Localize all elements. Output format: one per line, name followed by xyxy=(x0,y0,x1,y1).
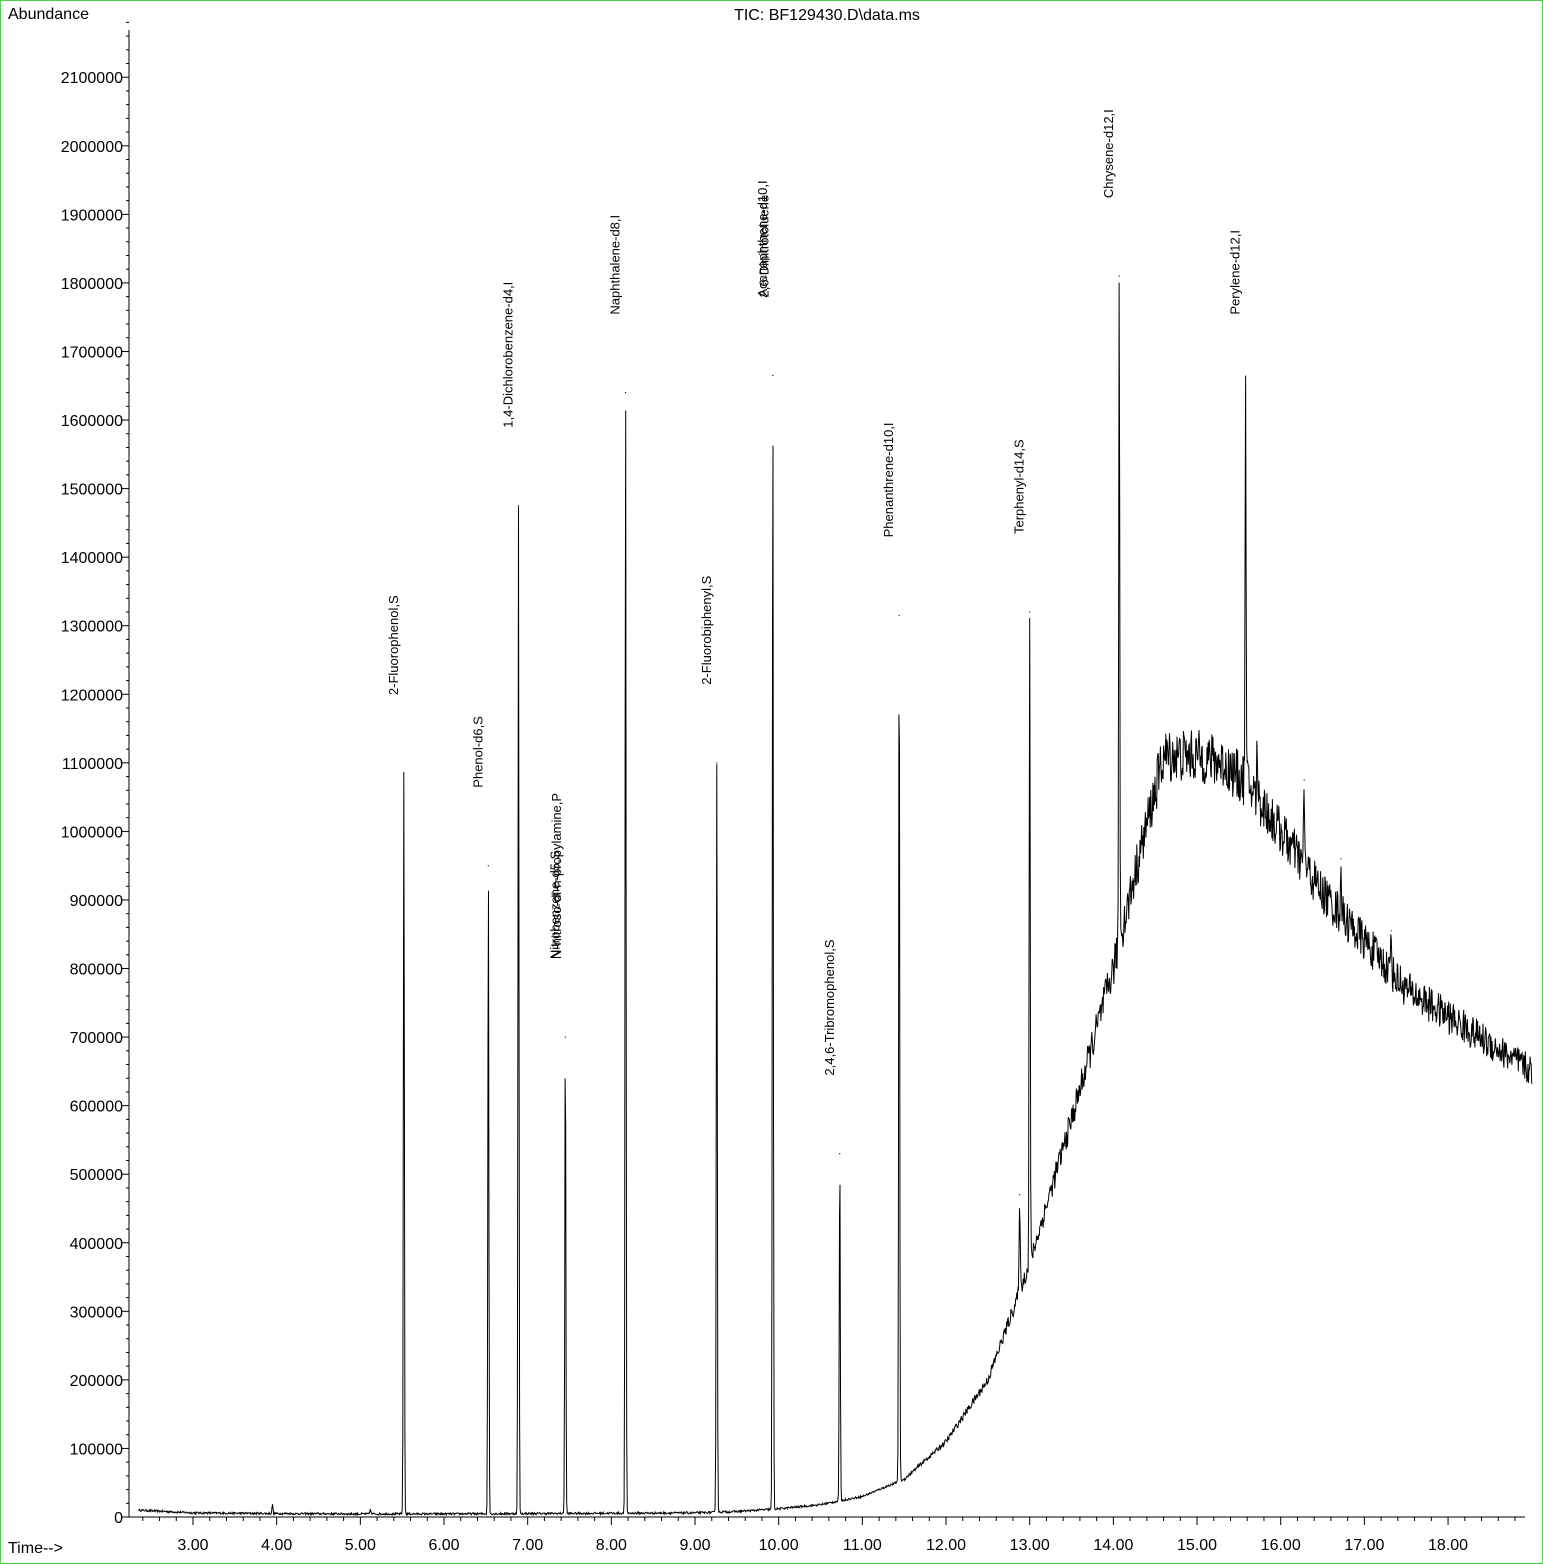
x-tick-label: 7.00 xyxy=(512,1537,543,1554)
axes: 0 100000 200000 300000 400000 500000 600000 700… xyxy=(61,21,1525,1554)
x-tick-label: 9.00 xyxy=(679,1537,710,1554)
peak-apex xyxy=(716,762,718,764)
peak-apex xyxy=(564,1036,566,1038)
peak-apex xyxy=(772,374,774,377)
peak-apex xyxy=(1029,611,1031,613)
x-tick-label: 17.00 xyxy=(1344,1537,1384,1554)
y-tick-label: 1800000 xyxy=(61,276,123,293)
x-tick-label: 12.00 xyxy=(926,1537,966,1554)
y-tick-label: 200000 xyxy=(70,1373,123,1390)
peak-label: 2-Fluorophenol,S xyxy=(386,595,401,695)
x-axis-label: Time--> xyxy=(8,1540,63,1557)
peak-apex xyxy=(403,772,405,774)
peak-label: Acenaphthene-d10,I xyxy=(755,180,770,297)
y-tick-label: 600000 xyxy=(70,1099,123,1116)
peak-apex xyxy=(369,1508,371,1511)
y-tick-label: 1000000 xyxy=(61,824,123,841)
y-tick-label: 1400000 xyxy=(61,550,123,567)
peak-label: 1,4-Dichlorobenzene-d4,I xyxy=(501,282,516,428)
peak-label: Nitrobenzene-d5,S xyxy=(547,850,562,959)
y-tick-label: 800000 xyxy=(70,962,123,979)
chart-title: TIC: BF129430.D\data.ms xyxy=(734,7,920,24)
x-tick-label: 14.00 xyxy=(1093,1537,1133,1554)
y-tick-label: 1900000 xyxy=(61,207,123,224)
x-tick-label: 18.00 xyxy=(1428,1537,1468,1554)
peak-label: 2,4,6-Tribromophenol,S xyxy=(822,939,837,1075)
x-tick-label: 6.00 xyxy=(428,1537,459,1554)
peak-apex xyxy=(1019,1194,1021,1196)
peak-label: 2,6-Dinitrotoluene xyxy=(757,195,772,298)
y-tick-label: 2000000 xyxy=(61,139,123,156)
y-axis-label: Abundance xyxy=(8,6,89,23)
peak-apex xyxy=(898,614,900,617)
peak-label: Phenanthrene-d10,I xyxy=(881,422,896,537)
peak-apex xyxy=(517,505,520,507)
y-tick-label: 400000 xyxy=(70,1236,123,1253)
peak-apex xyxy=(1390,930,1392,932)
tic-trace xyxy=(138,275,1533,1517)
y-tick-label: 1500000 xyxy=(61,482,123,499)
y-tick-label: 0 xyxy=(114,1510,123,1527)
y-tick-label: 1300000 xyxy=(61,619,123,636)
tic-line xyxy=(138,282,1533,1517)
peak-apex xyxy=(1340,858,1342,860)
peak-apex xyxy=(487,865,489,867)
x-tick-label: 4.00 xyxy=(261,1537,292,1554)
peak-label: Chrysene-d12,I xyxy=(1101,109,1116,198)
y-tick-label: 1700000 xyxy=(61,344,123,361)
y-tick-label: 1200000 xyxy=(61,687,123,704)
y-tick-label: 500000 xyxy=(70,1167,123,1184)
x-tick-label: 3.00 xyxy=(177,1537,208,1554)
x-tick-label: 16.00 xyxy=(1261,1537,1301,1554)
peak-apex xyxy=(1303,779,1305,781)
x-tick-label: 13.00 xyxy=(1010,1537,1050,1554)
peak-label: Naphthalene-d8,I xyxy=(608,215,623,315)
peak-apex xyxy=(271,1504,274,1506)
y-tick-label: 100000 xyxy=(70,1441,123,1458)
peak-apex xyxy=(1256,745,1258,747)
y-tick-label: 300000 xyxy=(70,1304,123,1321)
y-tick-label: 2100000 xyxy=(61,70,123,87)
x-tick-label: 11.00 xyxy=(843,1537,882,1554)
peak-apex xyxy=(624,392,627,394)
peak-label: Terphenyl-d14,S xyxy=(1012,439,1027,534)
peak-label: N-nitroso-di-n-propylamine,P xyxy=(549,793,564,959)
y-tick-label: 900000 xyxy=(70,893,123,910)
peak-apex xyxy=(839,1153,841,1155)
x-tick-label: 5.00 xyxy=(345,1537,376,1554)
x-tick-label: 10.00 xyxy=(759,1537,799,1554)
peak-labels: 2-Fluorophenol,S Phenol-d6,S 1,4-Dichlorob… xyxy=(386,109,1243,1075)
peak-label: Perylene-d12,I xyxy=(1228,230,1243,315)
peak-apex xyxy=(1118,275,1120,277)
y-tick-label: 700000 xyxy=(70,1030,123,1047)
peak-label: Phenol-d6,S xyxy=(470,716,485,788)
peak-apex xyxy=(1244,392,1247,394)
y-tick-label: 1100000 xyxy=(62,756,123,773)
x-tick-label: 8.00 xyxy=(596,1537,627,1554)
x-tick-label: 15.00 xyxy=(1177,1537,1217,1554)
peak-label: 2-Fluorobiphenyl,S xyxy=(699,575,714,684)
y-tick-label: 1600000 xyxy=(61,413,123,430)
